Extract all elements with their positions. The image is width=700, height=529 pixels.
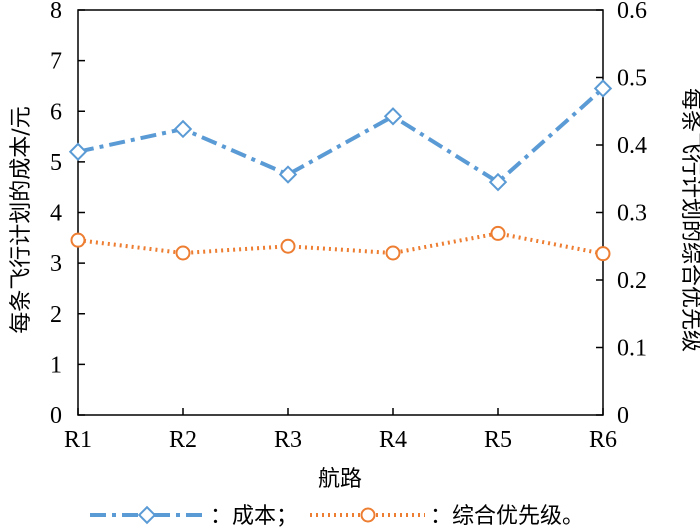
point-marker-circle	[490, 225, 506, 241]
left-tick-label: 6	[50, 99, 62, 125]
series-cost	[68, 79, 613, 192]
left-tick-label: 3	[50, 251, 62, 277]
plot-frame	[77, 9, 604, 416]
point-marker-diamond	[593, 79, 613, 98]
point-marker-diamond	[278, 165, 298, 184]
left-y-axis: 0 1 2 3 4 5 6 7 8	[50, 0, 85, 429]
right-tick-label: 0.1	[617, 336, 647, 362]
right-y-axis: 0 0.1 0.2 0.3 0.4 0.5 0.6	[596, 0, 647, 429]
right-tick-label: 0.5	[617, 66, 647, 92]
x-tick-label: R2	[169, 427, 197, 453]
right-tick-label: 0.2	[617, 268, 647, 294]
point-marker-circle	[385, 245, 401, 261]
point-marker-circle	[280, 238, 296, 254]
x-tick-label: R5	[484, 427, 512, 453]
point-marker-diamond	[488, 172, 508, 192]
point-marker-diamond	[173, 119, 193, 139]
left-tick-label: 1	[50, 352, 62, 378]
left-tick-label: 7	[50, 49, 62, 75]
x-tick-label: R3	[274, 427, 302, 453]
series-layer	[68, 79, 613, 262]
point-marker-diamond	[68, 142, 88, 161]
point-marker-circle	[70, 232, 86, 248]
right-tick-label: 0.4	[617, 133, 647, 159]
right-y-axis-title: 每条飞行计划的综合优先级	[678, 88, 700, 352]
legend-priority-circle-marker	[360, 507, 376, 523]
left-tick-label: 4	[50, 201, 62, 227]
series-line	[77, 231, 604, 256]
legend: ：成本； ：综合优先级。	[90, 504, 584, 529]
legend-item-priority: ：综合优先级。	[310, 504, 584, 529]
left-tick-label: 5	[50, 150, 62, 176]
left-y-axis-title: 每条飞行计划的成本/元	[9, 106, 34, 333]
point-marker-circle	[175, 245, 191, 261]
x-tick-label: R1	[64, 427, 92, 453]
x-tick-label: R6	[589, 427, 617, 453]
series-priority	[70, 225, 611, 262]
plot-border	[77, 9, 604, 416]
x-tick-label: R4	[379, 427, 407, 453]
right-tick-label: 0	[617, 403, 629, 429]
right-tick-label: 0.6	[617, 0, 647, 24]
right-tick-label: 0.3	[617, 201, 647, 227]
legend-cost-label: ：成本；	[210, 504, 298, 529]
point-marker-diamond	[383, 107, 403, 126]
left-tick-label: 2	[50, 302, 62, 328]
x-axis-title: 航路	[318, 467, 362, 492]
point-marker-circle	[595, 246, 611, 262]
left-tick-label: 0	[50, 403, 62, 429]
series-line	[77, 86, 605, 185]
left-tick-label: 8	[50, 0, 62, 24]
legend-item-cost: ：成本；	[90, 504, 298, 529]
x-axis: R1 R2 R3 R4 R5 R6	[64, 408, 617, 453]
legend-cost-diamond-marker	[137, 505, 157, 525]
legend-priority-label: ：综合优先级。	[430, 504, 584, 529]
